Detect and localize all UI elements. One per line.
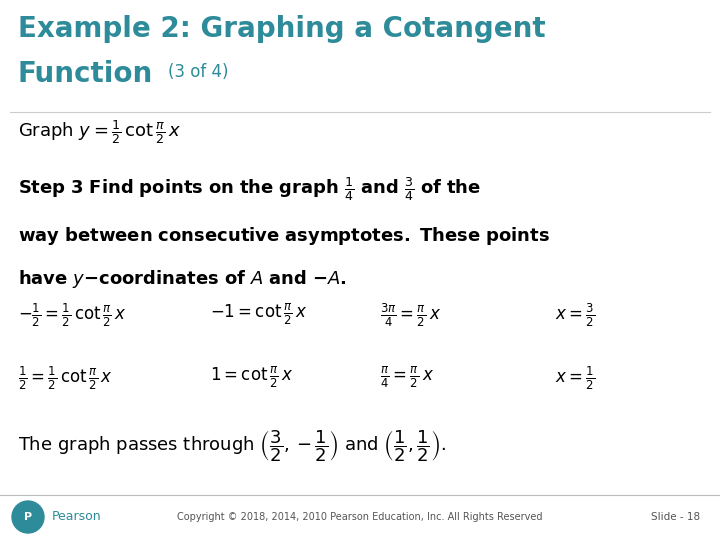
Text: $x = \frac{3}{2}$: $x = \frac{3}{2}$	[555, 302, 595, 329]
Text: $1 = \mathrm{cot}\,\frac{\pi}{2}\,x$: $1 = \mathrm{cot}\,\frac{\pi}{2}\,x$	[210, 365, 294, 390]
Text: Function: Function	[18, 60, 153, 88]
Text: $-\frac{1}{2} = \frac{1}{2}\,\mathrm{cot}\,\frac{\pi}{2}\,x$: $-\frac{1}{2} = \frac{1}{2}\,\mathrm{cot…	[18, 302, 127, 329]
Text: Graph $y = \frac{1}{2}\,\mathrm{cot}\,\frac{\pi}{2}\,x$: Graph $y = \frac{1}{2}\,\mathrm{cot}\,\f…	[18, 118, 181, 146]
Text: P: P	[24, 512, 32, 522]
Circle shape	[12, 501, 44, 533]
Text: Slide - 18: Slide - 18	[651, 512, 700, 522]
Text: $\mathbf{have}\ \mathit{y}\mathbf{-coordinates\ of}\ \mathit{A}\ \mathbf{and}\ \: $\mathbf{have}\ \mathit{y}\mathbf{-coord…	[18, 268, 346, 290]
Text: $\mathbf{way\ between\ consecutive\ asymptotes.\ These\ points}$: $\mathbf{way\ between\ consecutive\ asym…	[18, 225, 550, 247]
Text: Example 2: Graphing a Cotangent: Example 2: Graphing a Cotangent	[18, 15, 546, 43]
Text: The graph passes through$\ \left(\dfrac{3}{2}, -\dfrac{1}{2}\right)$$\ \mathrm{a: The graph passes through$\ \left(\dfrac{…	[18, 428, 446, 464]
Text: Copyright © 2018, 2014, 2010 Pearson Education, Inc. All Rights Reserved: Copyright © 2018, 2014, 2010 Pearson Edu…	[177, 512, 543, 522]
Text: $\mathbf{Step\ 3\ Find\ points\ on\ the\ graph}$$\ \frac{1}{4}\ \mathbf{and}\ \f: $\mathbf{Step\ 3\ Find\ points\ on\ the\…	[18, 175, 481, 203]
Text: $-1 = \mathrm{cot}\,\frac{\pi}{2}\,x$: $-1 = \mathrm{cot}\,\frac{\pi}{2}\,x$	[210, 302, 307, 327]
Text: $\frac{3\pi}{4} = \frac{\pi}{2}\,x$: $\frac{3\pi}{4} = \frac{\pi}{2}\,x$	[380, 302, 441, 329]
Text: $\frac{\pi}{4} = \frac{\pi}{2}\,x$: $\frac{\pi}{4} = \frac{\pi}{2}\,x$	[380, 365, 434, 390]
Text: Pearson: Pearson	[52, 510, 102, 523]
Text: (3 of 4): (3 of 4)	[168, 63, 228, 81]
Text: $\frac{1}{2} = \frac{1}{2}\,\mathrm{cot}\,\frac{\pi}{2}\,x$: $\frac{1}{2} = \frac{1}{2}\,\mathrm{cot}…	[18, 365, 113, 393]
Text: $x = \frac{1}{2}$: $x = \frac{1}{2}$	[555, 365, 595, 393]
